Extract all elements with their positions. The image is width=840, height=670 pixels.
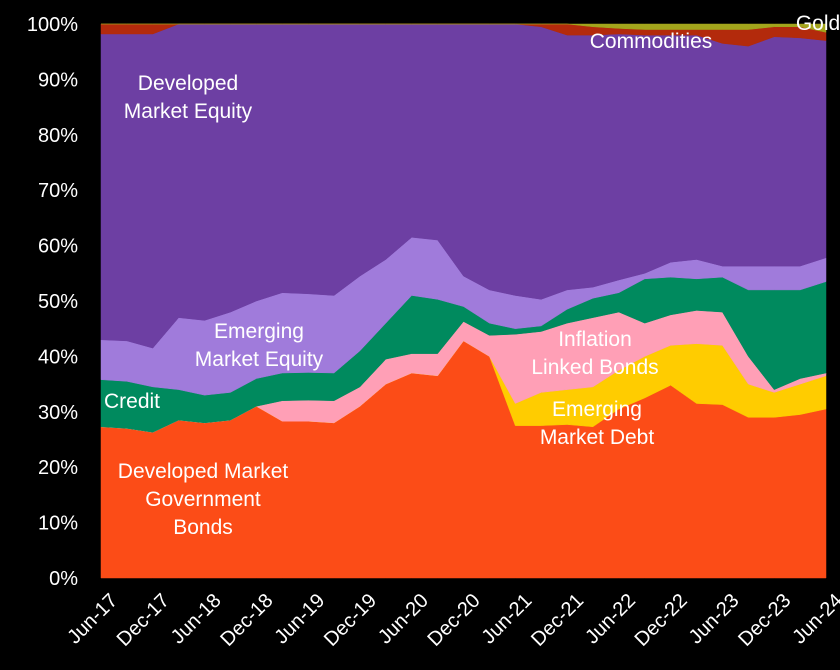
series-label: Developed Market Equity bbox=[123, 72, 253, 123]
y-tick-label: 30% bbox=[38, 402, 78, 424]
y-tick-label: 70% bbox=[38, 180, 78, 202]
series-label: Inflation Linked Bonds bbox=[531, 328, 659, 379]
x-tick-label: Jun-21 bbox=[478, 590, 537, 649]
x-tick-label: Jun-23 bbox=[685, 590, 744, 649]
y-tick-label: 100% bbox=[27, 14, 78, 36]
x-tick-label: Dec-21 bbox=[527, 590, 588, 651]
series-label: Emerging Market Equity bbox=[194, 320, 324, 371]
series-label: Credit bbox=[103, 390, 161, 413]
y-tick-label: 10% bbox=[38, 513, 78, 535]
x-tick-label: Dec-19 bbox=[320, 590, 381, 651]
x-tick-label: Dec-22 bbox=[631, 590, 692, 651]
y-tick-label: 60% bbox=[38, 236, 78, 258]
series-label: Developed Market Government Bonds bbox=[117, 460, 289, 539]
area bbox=[101, 23, 827, 33]
x-tick-label: Jun-20 bbox=[374, 590, 433, 649]
x-tick-label: Jun-24 bbox=[788, 590, 840, 649]
x-tick-label: Dec-18 bbox=[216, 590, 277, 651]
y-tick-label: 90% bbox=[38, 69, 78, 91]
series-label: Gold bbox=[795, 12, 840, 35]
y-tick-label: 20% bbox=[38, 457, 78, 479]
x-tick-label: Jun-17 bbox=[63, 590, 122, 649]
series-label: Commodities bbox=[589, 30, 713, 53]
y-tick-label: 50% bbox=[38, 291, 78, 313]
y-tick-label: 40% bbox=[38, 346, 78, 368]
x-tick-label: Jun-18 bbox=[167, 590, 226, 649]
x-tick-label: Dec-17 bbox=[113, 590, 174, 651]
series-label: Emerging Market Debt bbox=[539, 398, 655, 449]
y-tick-label: 80% bbox=[38, 125, 78, 147]
x-tick-label: Dec-20 bbox=[423, 590, 484, 651]
y-tick-label: 0% bbox=[49, 568, 78, 590]
x-tick-label: Dec-23 bbox=[734, 590, 795, 651]
x-tick-label: Jun-22 bbox=[581, 590, 640, 649]
x-tick-label: Jun-19 bbox=[270, 590, 329, 649]
